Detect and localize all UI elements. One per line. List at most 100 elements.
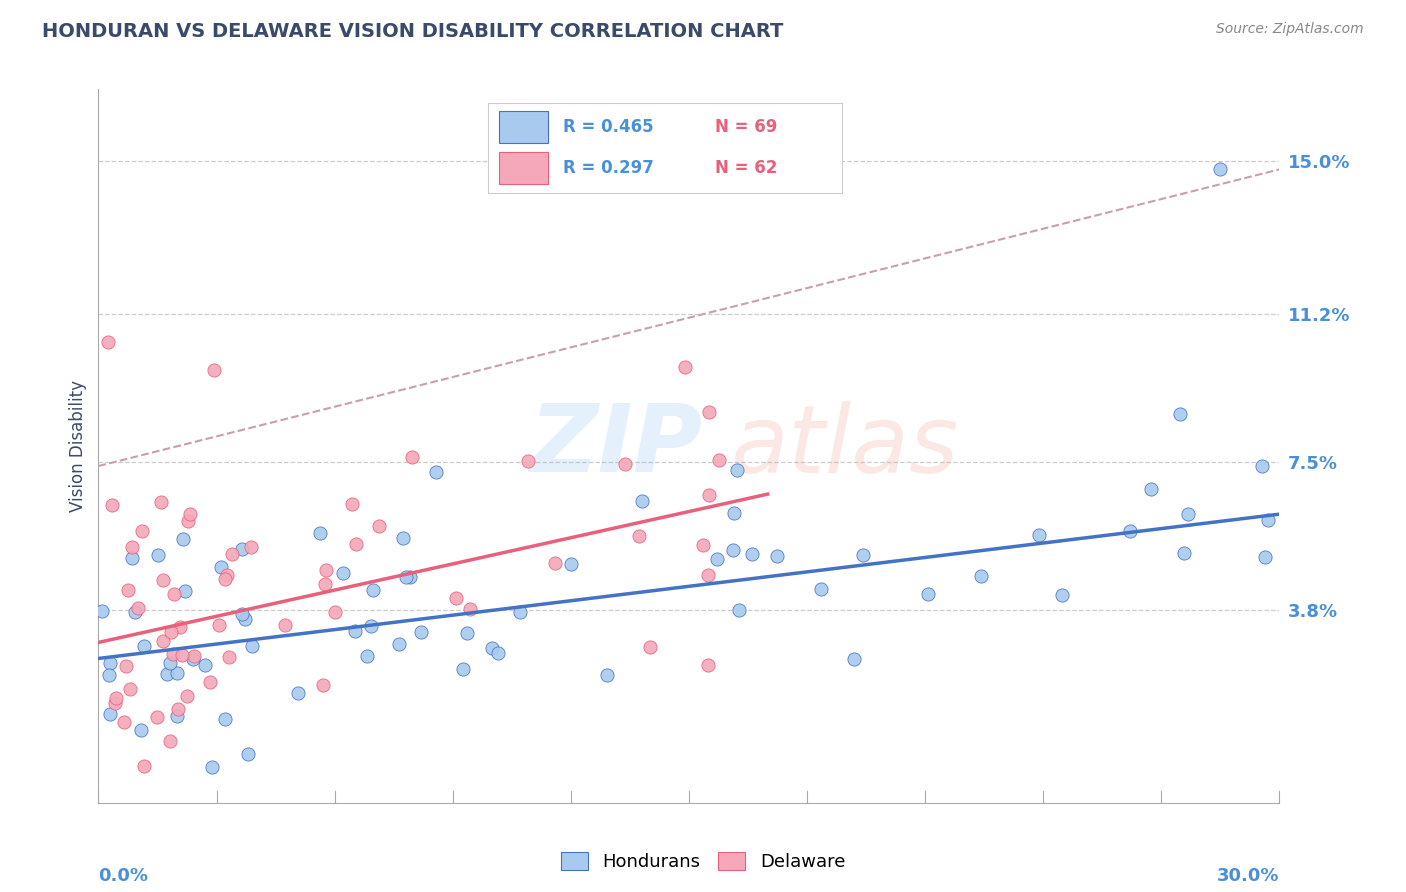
Point — [204, 363, 226, 377]
Point — [399, 570, 422, 584]
Point — [309, 526, 332, 541]
Point — [127, 601, 149, 615]
Point — [596, 668, 619, 682]
Point — [631, 493, 654, 508]
Text: HONDURAN VS DELAWARE VISION DISABILITY CORRELATION CHART: HONDURAN VS DELAWARE VISION DISABILITY C… — [42, 22, 783, 41]
Text: 0.0%: 0.0% — [98, 867, 149, 885]
Point — [692, 538, 714, 552]
Point — [129, 723, 152, 737]
Point — [723, 542, 745, 557]
Point — [346, 537, 368, 551]
Point — [115, 658, 138, 673]
Point — [741, 547, 763, 561]
Point — [162, 647, 184, 661]
Point — [148, 548, 170, 562]
Point — [183, 648, 205, 663]
Point — [697, 658, 720, 673]
Point — [315, 563, 337, 577]
Point — [1118, 524, 1140, 538]
Point — [697, 405, 720, 419]
Point — [233, 612, 256, 626]
Point — [1254, 550, 1277, 565]
Point — [614, 457, 637, 471]
Point — [120, 681, 142, 696]
Point — [723, 506, 745, 520]
Point — [97, 334, 120, 349]
Point — [361, 582, 384, 597]
Point — [134, 758, 156, 772]
Point — [198, 674, 221, 689]
Point — [117, 582, 139, 597]
Point — [236, 747, 259, 762]
Point — [201, 760, 224, 774]
Point — [166, 702, 188, 716]
Point — [231, 541, 253, 556]
Point — [105, 691, 128, 706]
Point — [560, 558, 582, 572]
Point — [215, 568, 238, 582]
Point — [1257, 513, 1279, 527]
Point — [387, 637, 409, 651]
Point — [173, 583, 195, 598]
Point — [697, 487, 720, 501]
Point — [159, 657, 181, 671]
Point — [343, 624, 366, 638]
Point — [166, 666, 188, 681]
Point — [214, 572, 236, 586]
Point — [1050, 588, 1073, 602]
Point — [209, 560, 232, 574]
Point — [152, 634, 174, 648]
Point — [239, 540, 262, 554]
Point — [97, 668, 120, 682]
Point — [131, 524, 153, 538]
Point — [160, 624, 183, 639]
Point — [727, 602, 749, 616]
Text: 30.0%: 30.0% — [1218, 867, 1279, 885]
Point — [1173, 546, 1195, 560]
Point — [194, 657, 217, 672]
Point — [706, 552, 728, 566]
Point — [356, 648, 378, 663]
Point — [146, 710, 169, 724]
Point — [312, 678, 335, 692]
Point — [342, 497, 364, 511]
Point — [627, 529, 650, 543]
Point — [274, 618, 297, 632]
Point — [91, 604, 114, 618]
Point — [444, 591, 467, 605]
Point — [287, 686, 309, 700]
Point — [181, 652, 204, 666]
Point — [917, 587, 939, 601]
Text: atlas: atlas — [730, 401, 959, 491]
Point — [98, 815, 121, 830]
Point — [112, 715, 135, 730]
Point — [852, 548, 875, 562]
Point — [323, 606, 346, 620]
Point — [150, 494, 173, 508]
Point — [765, 549, 787, 564]
Point — [401, 450, 423, 465]
Legend: Hondurans, Delaware: Hondurans, Delaware — [554, 845, 852, 879]
Point — [456, 625, 478, 640]
Point — [104, 697, 127, 711]
Point — [709, 453, 731, 467]
Point — [425, 465, 447, 479]
Point — [156, 666, 179, 681]
Point — [100, 656, 122, 670]
Point — [98, 707, 121, 722]
Point — [395, 570, 418, 584]
Point — [458, 601, 481, 615]
Point — [368, 519, 391, 533]
Point — [176, 690, 198, 704]
Point — [124, 605, 146, 619]
Point — [1177, 507, 1199, 521]
Point — [121, 540, 143, 554]
Point — [221, 547, 243, 561]
Point — [1168, 407, 1191, 421]
Point — [159, 734, 181, 748]
Point — [392, 531, 415, 545]
Point — [517, 454, 540, 468]
Point — [810, 582, 832, 596]
Point — [314, 577, 336, 591]
Y-axis label: Vision Disability: Vision Disability — [69, 380, 87, 512]
